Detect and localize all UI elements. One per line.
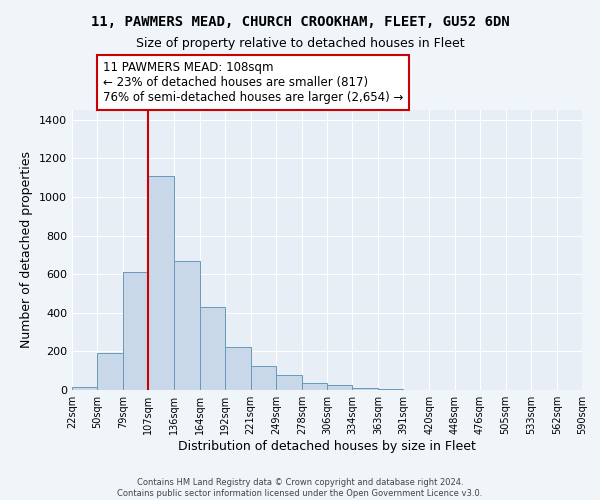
Bar	[302, 383, 327, 390]
Text: Size of property relative to detached houses in Fleet: Size of property relative to detached ho…	[136, 38, 464, 51]
Bar	[199, 307, 224, 390]
Text: 11 PAWMERS MEAD: 108sqm
← 23% of detached houses are smaller (817)
76% of semi-d: 11 PAWMERS MEAD: 108sqm ← 23% of detache…	[103, 62, 403, 104]
Bar	[327, 385, 352, 390]
Bar	[123, 272, 148, 390]
Bar	[224, 346, 251, 390]
Bar	[276, 374, 302, 390]
Bar	[148, 176, 175, 390]
Bar	[97, 354, 123, 390]
Bar	[175, 260, 199, 390]
Text: 11, PAWMERS MEAD, CHURCH CROOKHAM, FLEET, GU52 6DN: 11, PAWMERS MEAD, CHURCH CROOKHAM, FLEET…	[91, 15, 509, 29]
Bar	[378, 389, 403, 390]
Bar	[72, 387, 97, 390]
X-axis label: Distribution of detached houses by size in Fleet: Distribution of detached houses by size …	[178, 440, 476, 453]
Y-axis label: Number of detached properties: Number of detached properties	[20, 152, 34, 348]
Text: Contains HM Land Registry data © Crown copyright and database right 2024.
Contai: Contains HM Land Registry data © Crown c…	[118, 478, 482, 498]
Bar	[352, 388, 378, 390]
Bar	[251, 366, 276, 390]
